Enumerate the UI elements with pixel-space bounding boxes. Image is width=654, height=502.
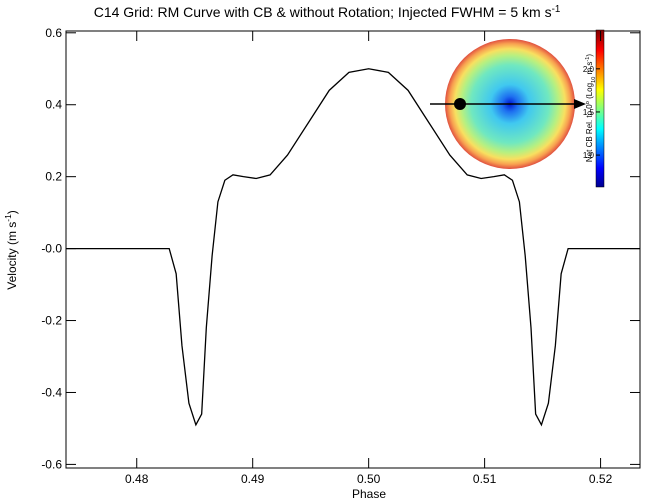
y-tick-label: -0.2: [41, 314, 62, 328]
text-part: m s: [585, 62, 594, 77]
x-tick-label: 0.50: [357, 472, 381, 486]
text-part: (Log: [585, 83, 594, 101]
sup-text: -1: [585, 57, 591, 62]
planet: [454, 98, 466, 110]
y-tick-label: -0.4: [41, 385, 62, 399]
y-tick-label: -0.6: [41, 457, 62, 471]
inset: [430, 29, 605, 188]
colorbar-tick-label: 1.0: [583, 151, 595, 160]
text-part: C14 Grid: RM Curve with CB & without Rot…: [94, 4, 552, 20]
colorbar: [595, 29, 605, 188]
text-part: Velocity (m s: [5, 222, 19, 290]
x-tick-label: 0.49: [241, 472, 265, 486]
y-tick-label: -0.0: [41, 242, 62, 256]
text-part: ): [5, 210, 19, 214]
rm-curve: [66, 68, 640, 427]
plot-frame: [65, 30, 641, 469]
x-tick-label: 0.51: [473, 472, 497, 486]
y-axis-label: Velocity (m s-1): [3, 210, 19, 289]
colorbar-label: Net CB Rel. to 0o (Log10 m s-1): [585, 54, 597, 163]
sup-text: o: [585, 101, 591, 104]
x-tick-label: 0.52: [589, 472, 613, 486]
y-tick-label: 0.2: [45, 170, 62, 184]
text-part: ): [585, 54, 594, 57]
y-tick-label: 0.4: [45, 98, 62, 112]
sub-text: 10: [591, 77, 597, 83]
chart-title: C14 Grid: RM Curve with CB & without Rot…: [94, 4, 561, 21]
x-axis-label: Phase: [352, 487, 386, 501]
arrow-head: [574, 99, 586, 109]
x-tick-label: 0.48: [125, 472, 149, 486]
y-tick-label: 0.6: [45, 26, 62, 40]
colorbar-tick-label: 2.0: [583, 65, 595, 74]
colorbar-tick-label: 1.5: [583, 108, 595, 117]
sup-text: -1: [3, 214, 13, 222]
sup-text: -1: [552, 4, 561, 15]
text-part: Net CB Rel. to 0: [585, 104, 594, 162]
